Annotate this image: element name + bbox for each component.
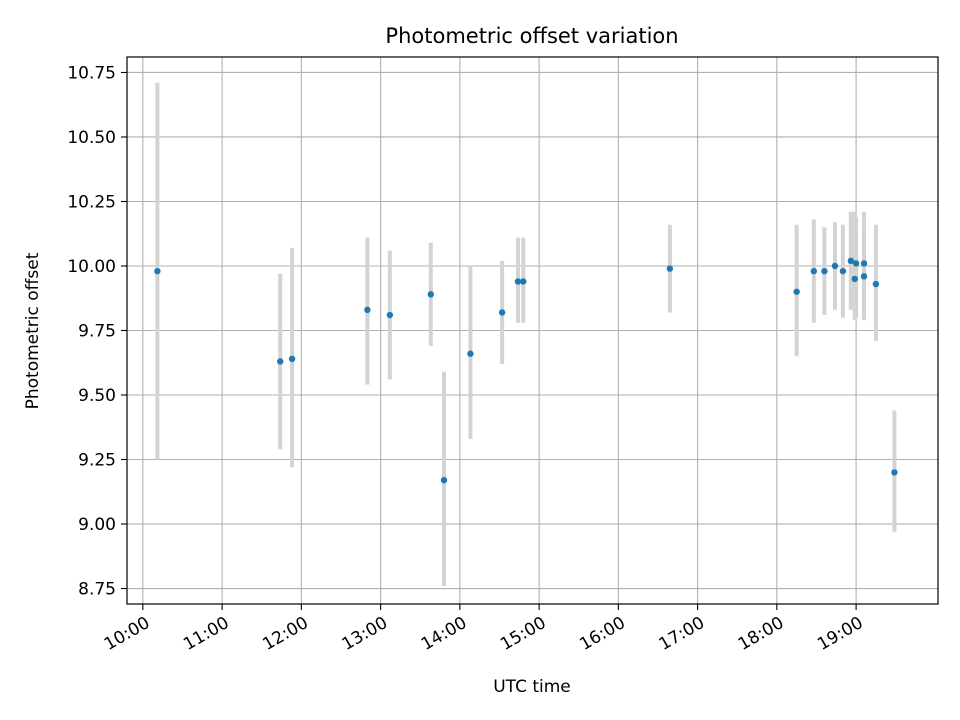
- data-points: [154, 257, 898, 484]
- data-point: [872, 280, 880, 288]
- data-point: [839, 267, 847, 275]
- y-tick-label: 10.25: [67, 192, 116, 212]
- y-tick-label: 9.75: [78, 322, 116, 342]
- y-tick-label: 9.25: [78, 451, 116, 471]
- data-point: [514, 278, 522, 285]
- data-point: [498, 309, 506, 316]
- data-point: [821, 267, 828, 275]
- grid: [127, 57, 938, 604]
- y-tick-label: 8.75: [78, 580, 116, 600]
- chart-title: Photometric offset variation: [385, 24, 678, 48]
- data-point: [810, 267, 818, 275]
- data-point: [891, 469, 898, 476]
- data-point: [277, 358, 284, 365]
- y-tick-label: 9.50: [78, 386, 116, 406]
- data-point: [467, 350, 474, 357]
- data-point: [440, 476, 448, 484]
- y-tick-label: 10.00: [67, 257, 116, 277]
- data-point: [852, 260, 860, 267]
- data-point: [288, 355, 296, 363]
- data-point: [860, 273, 868, 280]
- data-point: [154, 267, 161, 275]
- data-point: [386, 311, 394, 319]
- data-point: [831, 262, 839, 270]
- y-axis-ticks: 8.75 9.00 9.25 9.50 9.75 10.00 10.25 10.50 10.75: [67, 63, 127, 600]
- data-point: [793, 288, 800, 295]
- data-point: [860, 260, 868, 267]
- x-axis-label: UTC time: [493, 677, 571, 697]
- y-axis-label: Photometric offset: [23, 252, 43, 409]
- data-point: [851, 275, 858, 283]
- y-tick-label: 9.00: [78, 515, 116, 535]
- y-tick-label: 10.50: [67, 128, 116, 148]
- data-point: [520, 278, 527, 285]
- data-point: [666, 265, 674, 272]
- data-point: [847, 257, 855, 265]
- data-point: [427, 291, 434, 298]
- data-point: [364, 306, 371, 314]
- y-tick-label: 10.75: [67, 63, 116, 83]
